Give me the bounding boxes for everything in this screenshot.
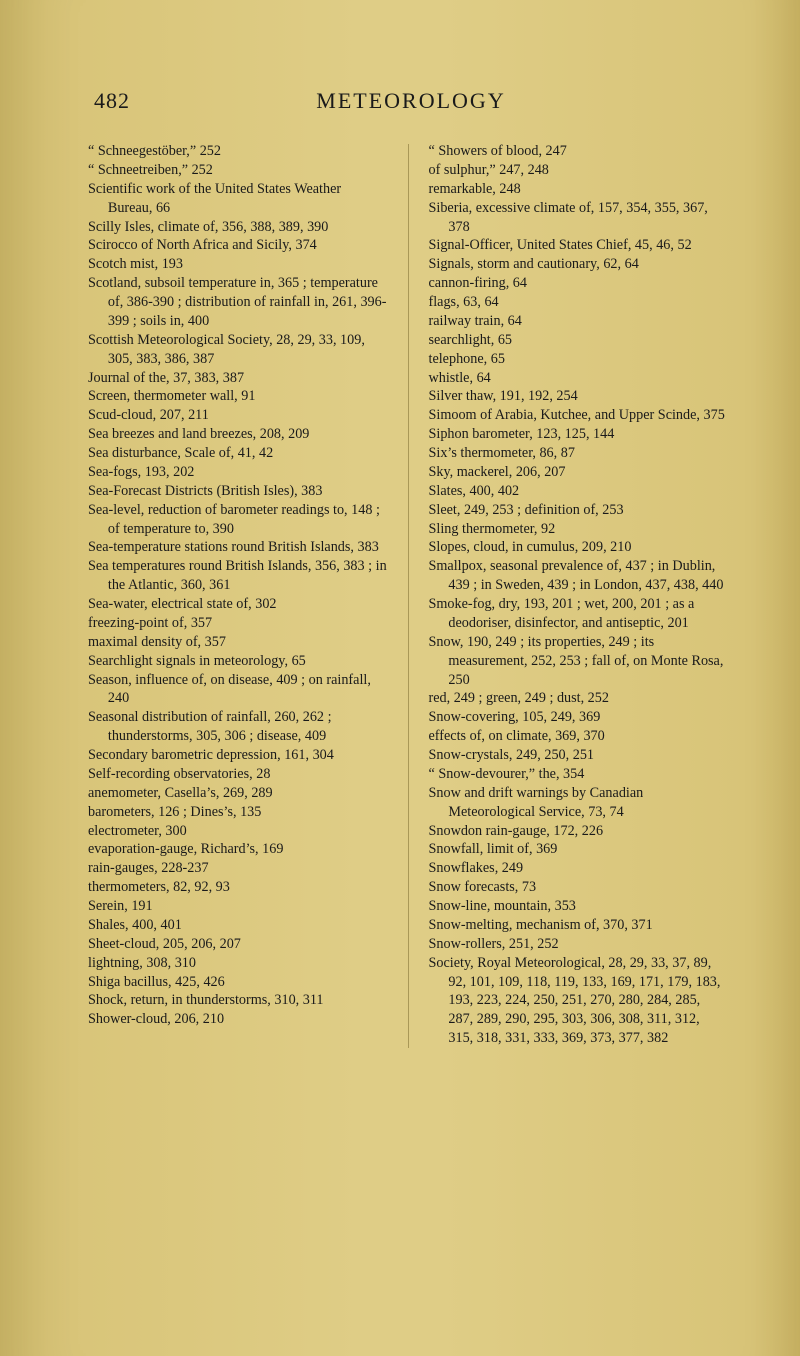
- index-entry: Seasonal distribution of rainfall, 260, …: [88, 708, 388, 746]
- index-entry: Society, Royal Meteorological, 28, 29, 3…: [429, 954, 729, 1048]
- left-column: “ Schneegestöber,” 252“ Schneetreiben,” …: [88, 142, 388, 1048]
- index-entry: Scud-cloud, 207, 211: [88, 406, 388, 425]
- index-entry: Scirocco of North Africa and Sicily, 374: [88, 236, 388, 255]
- index-entry: Sea-temperature stations round British I…: [88, 538, 388, 557]
- index-entry: Serein, 191: [88, 897, 388, 916]
- index-entry: Snow and drift warnings by Canadian Mete…: [429, 784, 729, 822]
- page-number: 482: [94, 88, 130, 114]
- index-entry: Simoom of Arabia, Kutchee, and Upper Sci…: [429, 406, 729, 425]
- index-entry: lightning, 308, 310: [88, 954, 388, 973]
- index-entry: Searchlight signals in meteorology, 65: [88, 652, 388, 671]
- index-entry: Sea-fogs, 193, 202: [88, 463, 388, 482]
- index-entry: searchlight, 65: [429, 331, 729, 350]
- index-entry: Sea-Forecast Districts (British Isles), …: [88, 482, 388, 501]
- index-entry: Scottish Meteorological Society, 28, 29,…: [88, 331, 388, 369]
- index-entry: electrometer, 300: [88, 822, 388, 841]
- index-entry: flags, 63, 64: [429, 293, 729, 312]
- index-entry: Scilly Isles, climate of, 356, 388, 389,…: [88, 218, 388, 237]
- page-header: 482 METEOROLOGY: [88, 88, 728, 114]
- index-entry: Sea-water, electrical state of, 302: [88, 595, 388, 614]
- index-entry: Silver thaw, 191, 192, 254: [429, 387, 729, 406]
- index-entry: Self-recording observatories, 28: [88, 765, 388, 784]
- index-entry: Shales, 400, 401: [88, 916, 388, 935]
- index-entry: Shiga bacillus, 425, 426: [88, 973, 388, 992]
- index-entry: Scientific work of the United States Wea…: [88, 180, 388, 218]
- index-entry: thermometers, 82, 92, 93: [88, 878, 388, 897]
- index-entry: “ Showers of blood, 247: [429, 142, 729, 161]
- index-entry: telephone, 65: [429, 350, 729, 369]
- index-entry: Slopes, cloud, in cumulus, 209, 210: [429, 538, 729, 557]
- index-entry: “ Schneegestöber,” 252: [88, 142, 388, 161]
- index-entry: Snow-covering, 105, 249, 369: [429, 708, 729, 727]
- right-column: “ Showers of blood, 247of sulphur,” 247,…: [429, 142, 729, 1048]
- index-entry: “ Schneetreiben,” 252: [88, 161, 388, 180]
- index-entry: “ Snow-devourer,” the, 354: [429, 765, 729, 784]
- index-entry: evaporation-gauge, Richard’s, 169: [88, 840, 388, 859]
- index-entry: freezing-point of, 357: [88, 614, 388, 633]
- index-entry: railway train, 64: [429, 312, 729, 331]
- index-entry: Siphon barometer, 123, 125, 144: [429, 425, 729, 444]
- index-entry: anemometer, Casella’s, 269, 289: [88, 784, 388, 803]
- index-entry: rain-gauges, 228-237: [88, 859, 388, 878]
- book-page: 482 METEOROLOGY “ Schneegestöber,” 252“ …: [0, 0, 800, 1356]
- index-entry: Secondary barometric depression, 161, 30…: [88, 746, 388, 765]
- index-entry: Journal of the, 37, 383, 387: [88, 369, 388, 388]
- index-entry: Sling thermometer, 92: [429, 520, 729, 539]
- index-entry: remarkable, 248: [429, 180, 729, 199]
- index-entry: Snow forecasts, 73: [429, 878, 729, 897]
- index-entry: effects of, on climate, 369, 370: [429, 727, 729, 746]
- index-entry: Shower-cloud, 206, 210: [88, 1010, 388, 1029]
- index-entry: Season, influence of, on disease, 409 ; …: [88, 671, 388, 709]
- index-entry: Sleet, 249, 253 ; definition of, 253: [429, 501, 729, 520]
- running-title: METEOROLOGY: [316, 88, 505, 114]
- index-entry: Sea temperatures round British Islands, …: [88, 557, 388, 595]
- index-entry: cannon-firing, 64: [429, 274, 729, 293]
- index-entry: Smoke-fog, dry, 193, 201 ; wet, 200, 201…: [429, 595, 729, 633]
- index-entry: Snowflakes, 249: [429, 859, 729, 878]
- index-entry: Snow-line, mountain, 353: [429, 897, 729, 916]
- index-entry: Sea-level, reduction of barometer readin…: [88, 501, 388, 539]
- column-divider: [408, 144, 409, 1048]
- index-entry: Sheet-cloud, 205, 206, 207: [88, 935, 388, 954]
- index-entry: Signals, storm and cautionary, 62, 64: [429, 255, 729, 274]
- index-entry: Scotland, subsoil temperature in, 365 ; …: [88, 274, 388, 331]
- index-entry: maximal density of, 357: [88, 633, 388, 652]
- index-entry: red, 249 ; green, 249 ; dust, 252: [429, 689, 729, 708]
- index-entry: Snowdon rain-gauge, 172, 226: [429, 822, 729, 841]
- index-entry: of sulphur,” 247, 248: [429, 161, 729, 180]
- index-entry: Slates, 400, 402: [429, 482, 729, 501]
- index-entry: Screen, thermometer wall, 91: [88, 387, 388, 406]
- index-entry: Snow-rollers, 251, 252: [429, 935, 729, 954]
- index-entry: Snow-crystals, 249, 250, 251: [429, 746, 729, 765]
- index-entry: Smallpox, seasonal prevalence of, 437 ; …: [429, 557, 729, 595]
- index-entry: Sky, mackerel, 206, 207: [429, 463, 729, 482]
- index-entry: Sea disturbance, Scale of, 41, 42: [88, 444, 388, 463]
- index-entry: Shock, return, in thunderstorms, 310, 31…: [88, 991, 388, 1010]
- index-entry: Six’s thermometer, 86, 87: [429, 444, 729, 463]
- index-entry: Snowfall, limit of, 369: [429, 840, 729, 859]
- index-entry: whistle, 64: [429, 369, 729, 388]
- index-entry: Scotch mist, 193: [88, 255, 388, 274]
- index-columns: “ Schneegestöber,” 252“ Schneetreiben,” …: [88, 142, 728, 1048]
- index-entry: Sea breezes and land breezes, 208, 209: [88, 425, 388, 444]
- index-entry: Snow, 190, 249 ; its properties, 249 ; i…: [429, 633, 729, 690]
- index-entry: Snow-melting, mechanism of, 370, 371: [429, 916, 729, 935]
- index-entry: Siberia, excessive climate of, 157, 354,…: [429, 199, 729, 237]
- index-entry: Signal-Officer, United States Chief, 45,…: [429, 236, 729, 255]
- index-entry: barometers, 126 ; Dines’s, 135: [88, 803, 388, 822]
